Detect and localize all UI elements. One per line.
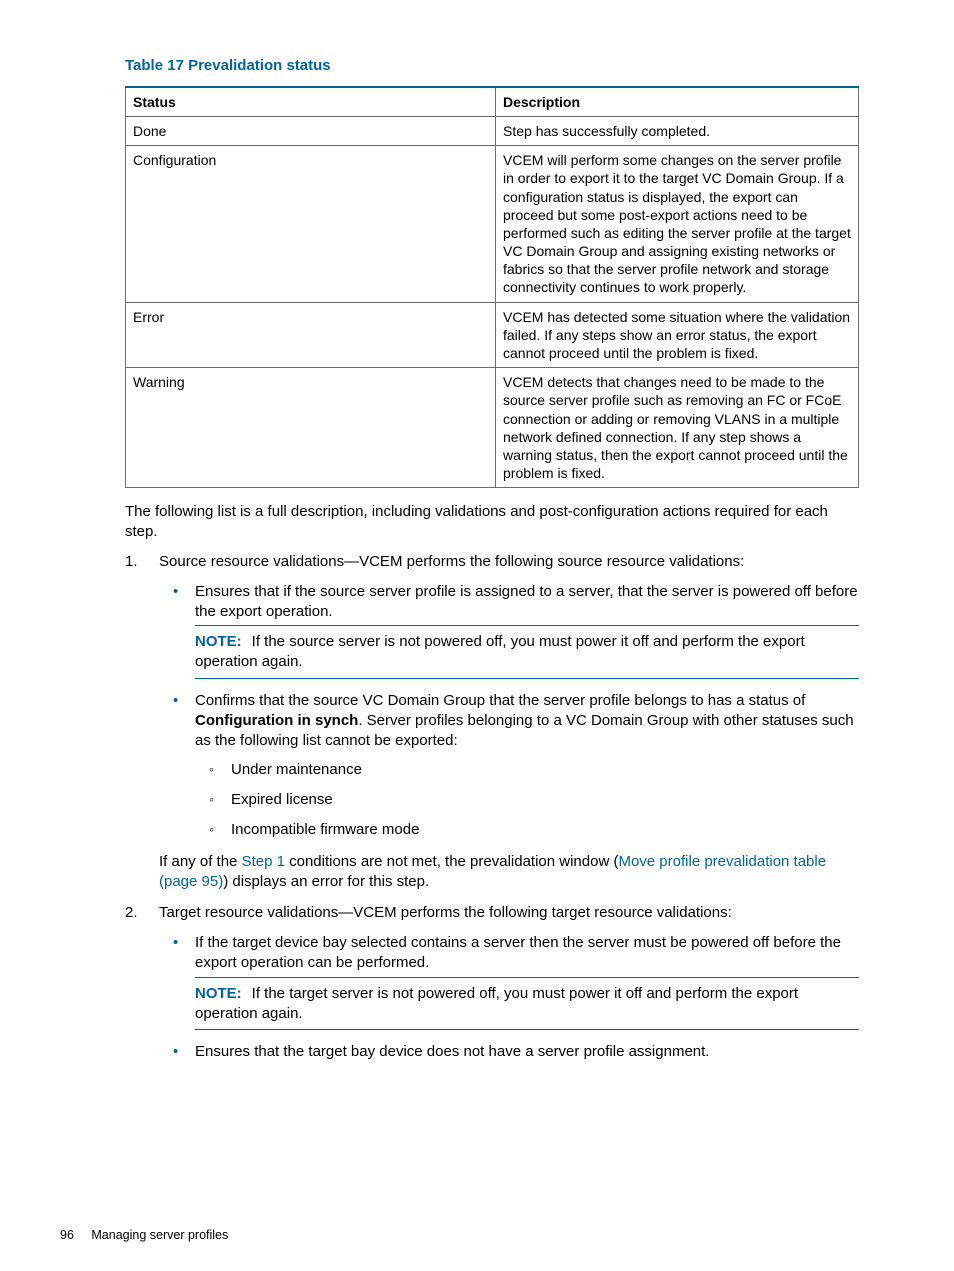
step-2-lead: Target resource validations—VCEM perform… — [159, 904, 732, 921]
page-footer: 96 Managing server profiles — [60, 1227, 228, 1244]
cond-pre: If any of the — [159, 853, 242, 870]
note-text: If the source server is not powered off,… — [195, 633, 805, 670]
step-1: Source resource validations—VCEM perform… — [125, 552, 859, 891]
note-box: NOTE:If the target server is not powered… — [195, 977, 859, 1031]
cell-desc: VCEM has detected some situation where t… — [496, 302, 859, 368]
note-label: NOTE: — [195, 633, 242, 650]
cell-status: Configuration — [126, 146, 496, 303]
section-title: Managing server profiles — [91, 1228, 228, 1242]
bullet-pre: Confirms that the source VC Domain Group… — [195, 692, 805, 709]
table-row: Error VCEM has detected some situation w… — [126, 302, 859, 368]
bullet-text: If the target device bay selected contai… — [195, 934, 841, 971]
sub-list: Under maintenance Expired license Incomp… — [195, 760, 859, 839]
note-text: If the target server is not powered off,… — [195, 985, 798, 1022]
step-2: Target resource validations—VCEM perform… — [125, 903, 859, 1062]
col-description: Description — [496, 87, 859, 117]
col-status: Status — [126, 87, 496, 117]
conditions-paragraph: If any of the Step 1 conditions are not … — [125, 852, 859, 892]
step-1-link[interactable]: Step 1 — [242, 853, 285, 870]
table-header-row: Status Description — [126, 87, 859, 117]
table-row: Configuration VCEM will perform some cha… — [126, 146, 859, 303]
cell-desc: VCEM will perform some changes on the se… — [496, 146, 859, 303]
sub-item: Under maintenance — [195, 760, 859, 780]
step-2-bullets: If the target device bay selected contai… — [159, 933, 859, 1062]
steps-list: Source resource validations—VCEM perform… — [125, 552, 859, 1062]
sub-item: Expired license — [195, 790, 859, 810]
cond-mid: conditions are not met, the prevalidatio… — [285, 853, 619, 870]
step-1-bullets: Ensures that if the source server profil… — [159, 582, 859, 840]
cell-status: Done — [126, 116, 496, 145]
list-item: Ensures that if the source server profil… — [159, 582, 859, 679]
table-title: Table 17 Prevalidation status — [125, 56, 859, 76]
step-1-lead: Source resource validations—VCEM perform… — [159, 553, 744, 570]
intro-paragraph: The following list is a full description… — [125, 502, 859, 542]
bullet-text: Ensures that if the source server profil… — [195, 583, 858, 620]
cell-status: Warning — [126, 368, 496, 488]
cell-status: Error — [126, 302, 496, 368]
sub-item: Incompatible firmware mode — [195, 820, 859, 840]
page-number: 96 — [60, 1228, 74, 1242]
list-item: If the target device bay selected contai… — [159, 933, 859, 1030]
note-label: NOTE: — [195, 985, 242, 1002]
table-row: Done Step has successfully completed. — [126, 116, 859, 145]
cell-desc: VCEM detects that changes need to be mad… — [496, 368, 859, 488]
prevalidation-status-table: Status Description Done Step has success… — [125, 86, 859, 489]
list-item: Ensures that the target bay device does … — [159, 1042, 859, 1062]
bullet-text: Ensures that the target bay device does … — [195, 1043, 709, 1060]
cell-desc: Step has successfully completed. — [496, 116, 859, 145]
table-row: Warning VCEM detects that changes need t… — [126, 368, 859, 488]
note-box: NOTE:If the source server is not powered… — [195, 625, 859, 679]
list-item: Confirms that the source VC Domain Group… — [159, 691, 859, 840]
cond-post: ) displays an error for this step. — [223, 873, 429, 890]
bullet-bold: Configuration in synch — [195, 712, 358, 729]
